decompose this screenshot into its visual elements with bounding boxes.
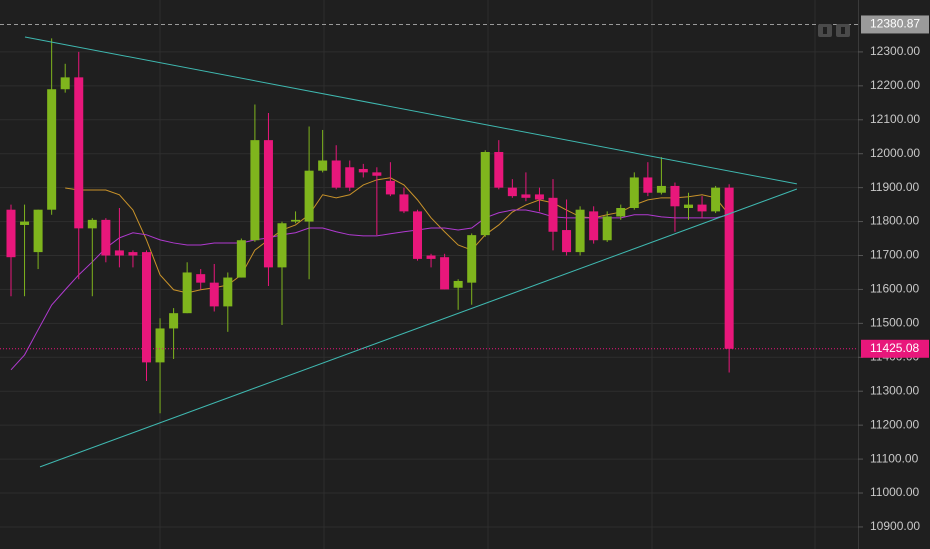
candle-body — [372, 172, 382, 176]
candle-body — [74, 77, 84, 229]
candle-body — [399, 194, 409, 212]
price-label-box — [861, 339, 929, 358]
candle-body — [304, 170, 314, 222]
price-label-box — [861, 15, 929, 34]
y-tick-label: 11600.00 — [870, 282, 919, 296]
candle-body — [589, 211, 599, 241]
y-tick-label: 11300.00 — [870, 383, 919, 397]
y-tick-label: 12000.00 — [870, 146, 920, 160]
candle-body — [724, 187, 734, 349]
y-tick-label: 10900.00 — [870, 519, 920, 533]
candle-body — [562, 230, 572, 253]
candle-body — [440, 257, 450, 290]
candle-body — [507, 187, 517, 197]
candle-body — [277, 223, 287, 268]
toolbar-icons — [818, 24, 850, 37]
candle-body — [684, 204, 693, 208]
candle-body — [223, 277, 233, 307]
plot-area — [0, 23, 858, 468]
trendline — [24, 36, 797, 185]
candle-body — [697, 204, 707, 212]
y-tick-label: 11500.00 — [870, 316, 919, 330]
y-axis: 10900.00 11000.00 11100.00 11200.00 11300.00… — [858, 15, 929, 533]
price-label: 12380.87 — [870, 17, 920, 31]
candle-body — [453, 280, 463, 288]
candle-body — [480, 152, 490, 236]
candle-body — [6, 209, 16, 258]
candle-body — [142, 252, 151, 363]
candle-body — [534, 194, 544, 200]
y-tick-label: 11800.00 — [870, 214, 919, 228]
price-label: 11425.08 — [870, 341, 919, 355]
y-tick-label: 11200.00 — [870, 417, 919, 431]
y-tick-label: 11000.00 — [870, 485, 919, 499]
candle-body — [467, 235, 477, 283]
y-tick-label: 12200.00 — [870, 78, 920, 92]
candle-body — [87, 219, 97, 229]
candle-body — [250, 140, 260, 241]
y-tick-label: 11700.00 — [870, 248, 919, 262]
candle-body — [358, 168, 368, 173]
candle-body — [47, 89, 57, 210]
candle-body — [385, 180, 395, 195]
candle-body — [643, 177, 653, 193]
candle-body — [60, 77, 70, 90]
candle-body — [616, 207, 626, 217]
candle-body — [413, 211, 422, 259]
candle-body — [33, 209, 43, 253]
candle-body — [128, 252, 138, 256]
candle-body — [20, 221, 30, 225]
candle-body — [209, 282, 219, 307]
candle-body — [169, 313, 179, 329]
candle-body — [263, 140, 273, 268]
candle-body — [670, 185, 680, 207]
candle-body — [291, 219, 301, 222]
candle-body — [318, 160, 328, 171]
candle-body — [548, 197, 558, 232]
candle-body — [629, 177, 639, 208]
candle-body — [182, 272, 192, 314]
candle-body — [236, 240, 246, 278]
candle-body — [331, 160, 341, 188]
candle-body — [345, 167, 355, 188]
trendline — [39, 188, 798, 468]
y-tick-label: 12300.00 — [870, 44, 920, 58]
candle-body — [196, 274, 206, 283]
candle-body — [426, 255, 436, 259]
candle-body — [602, 216, 612, 241]
y-tick-label: 11900.00 — [870, 180, 919, 194]
candle-body — [155, 328, 165, 363]
candle-body — [114, 250, 124, 256]
candle-body — [575, 209, 585, 253]
y-tick-label: 12100.00 — [870, 112, 920, 126]
icon-glyph — [841, 27, 845, 34]
candle-body — [711, 187, 721, 212]
y-tick-label: 11100.00 — [870, 451, 919, 465]
candle-body — [521, 194, 531, 198]
candle-body — [101, 219, 111, 256]
candle-body — [494, 152, 504, 188]
candle-body — [656, 185, 666, 193]
icon-glyph — [823, 27, 827, 34]
